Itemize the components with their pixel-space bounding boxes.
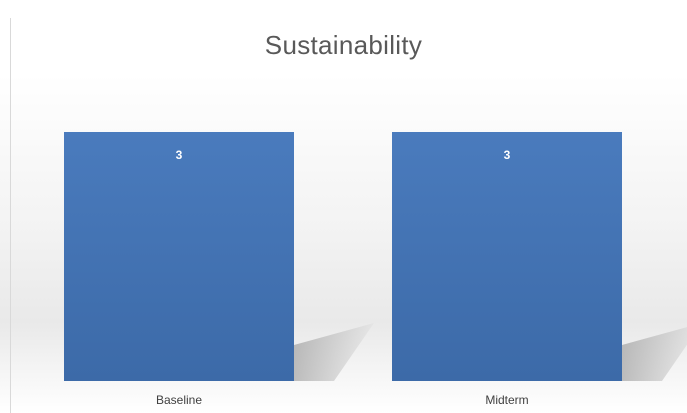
bar-midterm [392, 132, 622, 381]
category-label-baseline: Baseline [156, 393, 202, 407]
left-border-line [10, 18, 11, 413]
data-label-midterm: 3 [504, 148, 511, 162]
data-label-baseline: 3 [176, 148, 183, 162]
bar-shadow-baseline [294, 323, 374, 381]
category-label-midterm: Midterm [485, 393, 528, 407]
bar-shadow-midterm [622, 327, 687, 381]
chart-title: Sustainability [264, 30, 423, 60]
bar-baseline [64, 132, 294, 381]
